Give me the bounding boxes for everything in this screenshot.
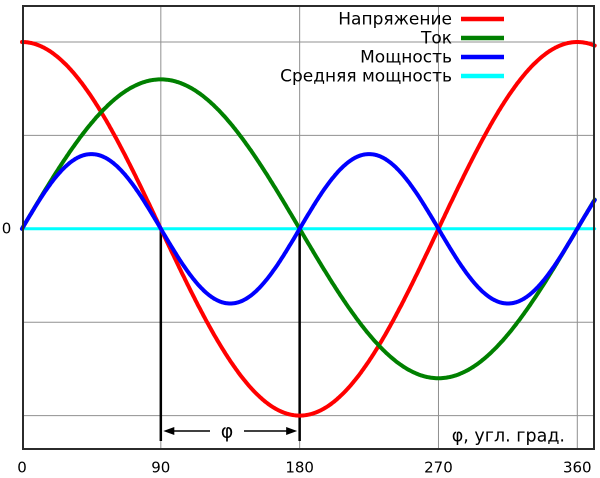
curve-мощность	[20, 152, 597, 306]
phase-arrow: φ	[163, 421, 298, 443]
legend-label: Напряжение	[338, 10, 452, 30]
x-tick-label: 360	[563, 459, 592, 477]
curves	[20, 40, 597, 418]
axis-labels: 0 90 180 270 360 0 φ, угл. град.	[2, 220, 592, 477]
x-axis-title: φ, угл. град.	[452, 427, 565, 447]
legend-label: Мощность	[360, 48, 452, 68]
x-tick-label: 0	[17, 459, 27, 477]
phase-shift-label: φ	[221, 421, 234, 443]
y-tick-label: 0	[2, 220, 12, 238]
arrowhead-right-icon	[286, 427, 298, 435]
x-tick-label: 270	[424, 459, 453, 477]
phase-annotation	[159, 228, 301, 441]
plot-border	[22, 5, 595, 450]
legend-item: Средняя мощность	[280, 67, 504, 87]
arrowhead-left-icon	[163, 427, 175, 435]
x-tick-label: 180	[285, 459, 314, 477]
legend-item: Ток	[420, 29, 504, 49]
curve-ток	[20, 77, 597, 381]
x-tick-label: 90	[151, 459, 170, 477]
legend-item: Мощность	[360, 48, 504, 68]
curve-напряжение	[20, 40, 597, 418]
legend-item: Напряжение	[338, 10, 504, 30]
legend-label: Ток	[420, 29, 452, 49]
legend-label: Средняя мощность	[280, 67, 452, 87]
